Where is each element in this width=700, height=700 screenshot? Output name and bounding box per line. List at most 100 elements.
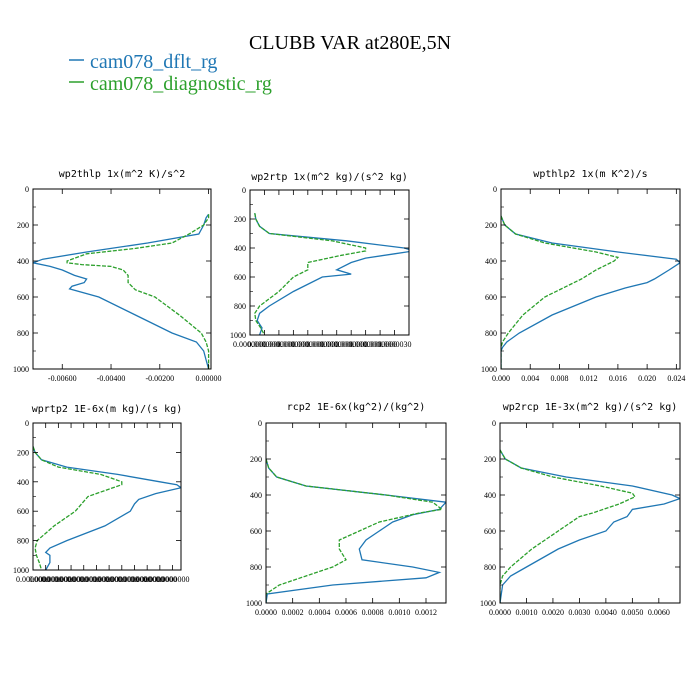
x-tick-label: 0.016 — [609, 374, 627, 383]
y-tick-label: 0 — [258, 419, 262, 428]
y-tick-label: 400 — [17, 257, 29, 266]
x-tick-label: 0.0000000 — [349, 340, 383, 349]
x-tick-label: 0.0000000 — [247, 340, 281, 349]
x-tick-label: 0.00000 — [196, 374, 222, 383]
x-tick-label: 0.0000000 — [92, 575, 126, 584]
series-line-dflt — [33, 446, 181, 570]
x-tick-label: 0.0010 — [388, 608, 410, 617]
panel-1: wp2thlp 1x(m^2 K)/s^2 0 200 400 600 800 1000 -0… — [13, 169, 222, 383]
y-tick-label: 1000 — [481, 365, 497, 374]
x-tick-label: 0.0000 — [489, 608, 511, 617]
y-tick-label: 0 — [25, 419, 29, 428]
plot-frame — [32, 422, 182, 571]
y-tick-label: 800 — [17, 537, 29, 546]
panel-title: rcp2 1E-6x(kg^2)/(kg^2) — [287, 402, 425, 413]
panel-5: rcp2 1E-6x(kg^2)/(kg^2) 0 200 400 600 800 1000… — [246, 402, 447, 617]
y-tick-label: 1000 — [480, 599, 496, 608]
x-tick-label: 0.0050 — [621, 608, 643, 617]
x-tick-label: 0.0000000 — [79, 575, 113, 584]
y-tick-label: 1000 — [246, 599, 262, 608]
panel-6: wp2rcp 1E-3x(m^2 kg)/(s^2 kg) 0 200 400 600 8… — [480, 402, 681, 617]
y-tick-label: 400 — [250, 491, 262, 500]
x-tick-label: -0.00600 — [48, 374, 77, 383]
series-line-diagnostic — [254, 213, 367, 335]
x-tick-label: 0.004 — [521, 374, 539, 383]
series-line-diagnostic — [66, 214, 210, 369]
x-tick-label: 0.0006 — [335, 608, 357, 617]
y-tick-label: 400 — [234, 244, 246, 253]
series-line-diagnostic — [500, 449, 636, 603]
x-tick-label: 0.0000 — [255, 608, 277, 617]
x-tick-label: 0.0000000 — [291, 340, 325, 349]
plot-frame — [32, 188, 212, 370]
x-tick-label: 0.0000000 — [320, 340, 354, 349]
x-tick-label: 0.0000000 — [67, 575, 101, 584]
y-tick-label: 400 — [485, 257, 497, 266]
y-tick-label: 200 — [17, 221, 29, 230]
x-tick-label: 0.0012 — [415, 608, 437, 617]
y-tick-label: 800 — [17, 329, 29, 338]
x-tick-label: 0.0010 — [515, 608, 537, 617]
y-tick-label: 200 — [250, 455, 262, 464]
panel-2: wp2rtp 1x(m^2 kg)/(s^2 kg) 0 200 400 600 800 1… — [230, 172, 412, 349]
y-tick-label: 800 — [484, 563, 496, 572]
x-tick-label: 0.0000030 — [378, 340, 412, 349]
x-tick-label: 0.000 — [492, 374, 510, 383]
x-tick-label: 0.0040 — [595, 608, 617, 617]
x-tick-label: 0.0000000 — [334, 340, 368, 349]
x-tick-label: 0.0004 — [308, 608, 330, 617]
x-tick-label: 0.0002 — [282, 608, 304, 617]
x-tick-label: 0.024 — [667, 374, 685, 383]
y-tick-label: 200 — [234, 215, 246, 224]
series-line-diagnostic — [501, 215, 620, 369]
y-tick-label: 800 — [250, 563, 262, 572]
series-line-dflt — [33, 213, 210, 369]
y-tick-label: 1000 — [13, 365, 29, 374]
y-tick-label: 200 — [484, 455, 496, 464]
y-tick-label: 200 — [17, 448, 29, 457]
x-tick-label: 0.0000000 — [117, 575, 151, 584]
x-tick-label: 0.0000000 — [262, 340, 296, 349]
panel-title: wpthlp2 1x(m K^2)/s — [533, 169, 647, 180]
y-tick-label: 600 — [234, 273, 246, 282]
panel-title: wp2rtp 1x(m^2 kg)/(s^2 kg) — [251, 172, 408, 183]
x-tick-label: 0.008 — [550, 374, 568, 383]
y-tick-label: 600 — [250, 527, 262, 536]
x-tick-label: 0.0008 — [362, 608, 384, 617]
y-tick-label: 600 — [17, 507, 29, 516]
x-tick-label: 0.0000000 — [143, 575, 177, 584]
x-tick-label: 0.0000000 — [41, 575, 75, 584]
legend-label-diagnostic: cam078_diagnostic_rg — [90, 73, 272, 95]
y-tick-label: 800 — [234, 302, 246, 311]
y-tick-label: 400 — [17, 478, 29, 487]
x-tick-label: 0.0030 — [568, 608, 590, 617]
y-tick-label: 0 — [492, 419, 496, 428]
x-tick-label: 0.0000000 — [16, 575, 50, 584]
x-tick-label: 0.0000000 — [233, 340, 267, 349]
panel-3: wpthlp2 1x(m K^2)/s020040060080010000.00… — [481, 169, 685, 383]
y-tick-label: 600 — [17, 293, 29, 302]
panels: wp2thlp 1x(m^2 K)/s^2 0 200 400 600 800 1000 -0… — [13, 169, 685, 617]
y-tick-label: 0 — [242, 186, 246, 195]
x-tick-label: 0.0020 — [542, 608, 564, 617]
y-tick-label: 600 — [484, 527, 496, 536]
y-tick-label: 0 — [493, 185, 497, 194]
y-tick-label: 1000 — [13, 566, 29, 575]
x-tick-label: 0.0000000 — [130, 575, 164, 584]
x-tick-label: 0.0000000 — [363, 340, 397, 349]
series-line-dflt — [501, 215, 680, 369]
figure-title: CLUBB VAR at280E,5N — [249, 32, 451, 54]
legend-label-dflt: cam078_dflt_rg — [90, 51, 217, 73]
x-tick-label: 0.0000000 — [105, 575, 139, 584]
panel-4: wprtp2 1E-6x(m kg)/(s kg)0 200 400 600 800 10… — [13, 404, 190, 584]
series-line-diagnostic — [266, 458, 444, 603]
y-tick-label: 800 — [485, 329, 497, 338]
x-tick-label: 0.0000000 — [305, 340, 339, 349]
legend: cam078_dflt_rg cam078_diagnostic_rg — [69, 51, 272, 95]
x-tick-label: 0.0000000 — [276, 340, 310, 349]
plot-frame — [499, 422, 681, 604]
x-tick-label: -0.00200 — [145, 374, 174, 383]
series-line-dflt — [266, 458, 446, 603]
series-line-dflt — [500, 449, 680, 603]
